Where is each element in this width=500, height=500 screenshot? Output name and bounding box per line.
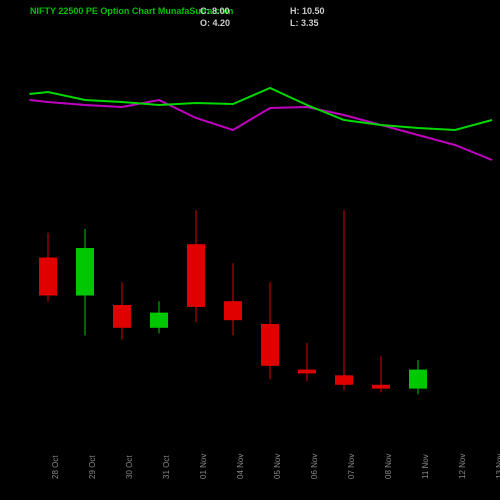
x-axis-tick: 08 Nov	[384, 454, 393, 479]
x-axis-tick: 01 Nov	[199, 454, 208, 479]
x-axis-tick: 29 Oct	[88, 455, 97, 479]
price-chart	[0, 0, 500, 500]
x-axis-tick: 05 Nov	[273, 454, 282, 479]
x-axis-tick: 04 Nov	[236, 454, 245, 479]
x-axis-tick: 28 Oct	[51, 455, 60, 479]
x-axis-tick: 12 Nov	[458, 454, 467, 479]
x-axis-tick: 31 Oct	[162, 455, 171, 479]
x-axis-tick: 30 Oct	[125, 455, 134, 479]
x-axis-tick: 13 Nov	[495, 454, 500, 479]
x-axis-tick: 06 Nov	[310, 454, 319, 479]
x-axis-tick: 07 Nov	[347, 454, 356, 479]
x-axis-tick: 11 Nov	[421, 454, 430, 479]
